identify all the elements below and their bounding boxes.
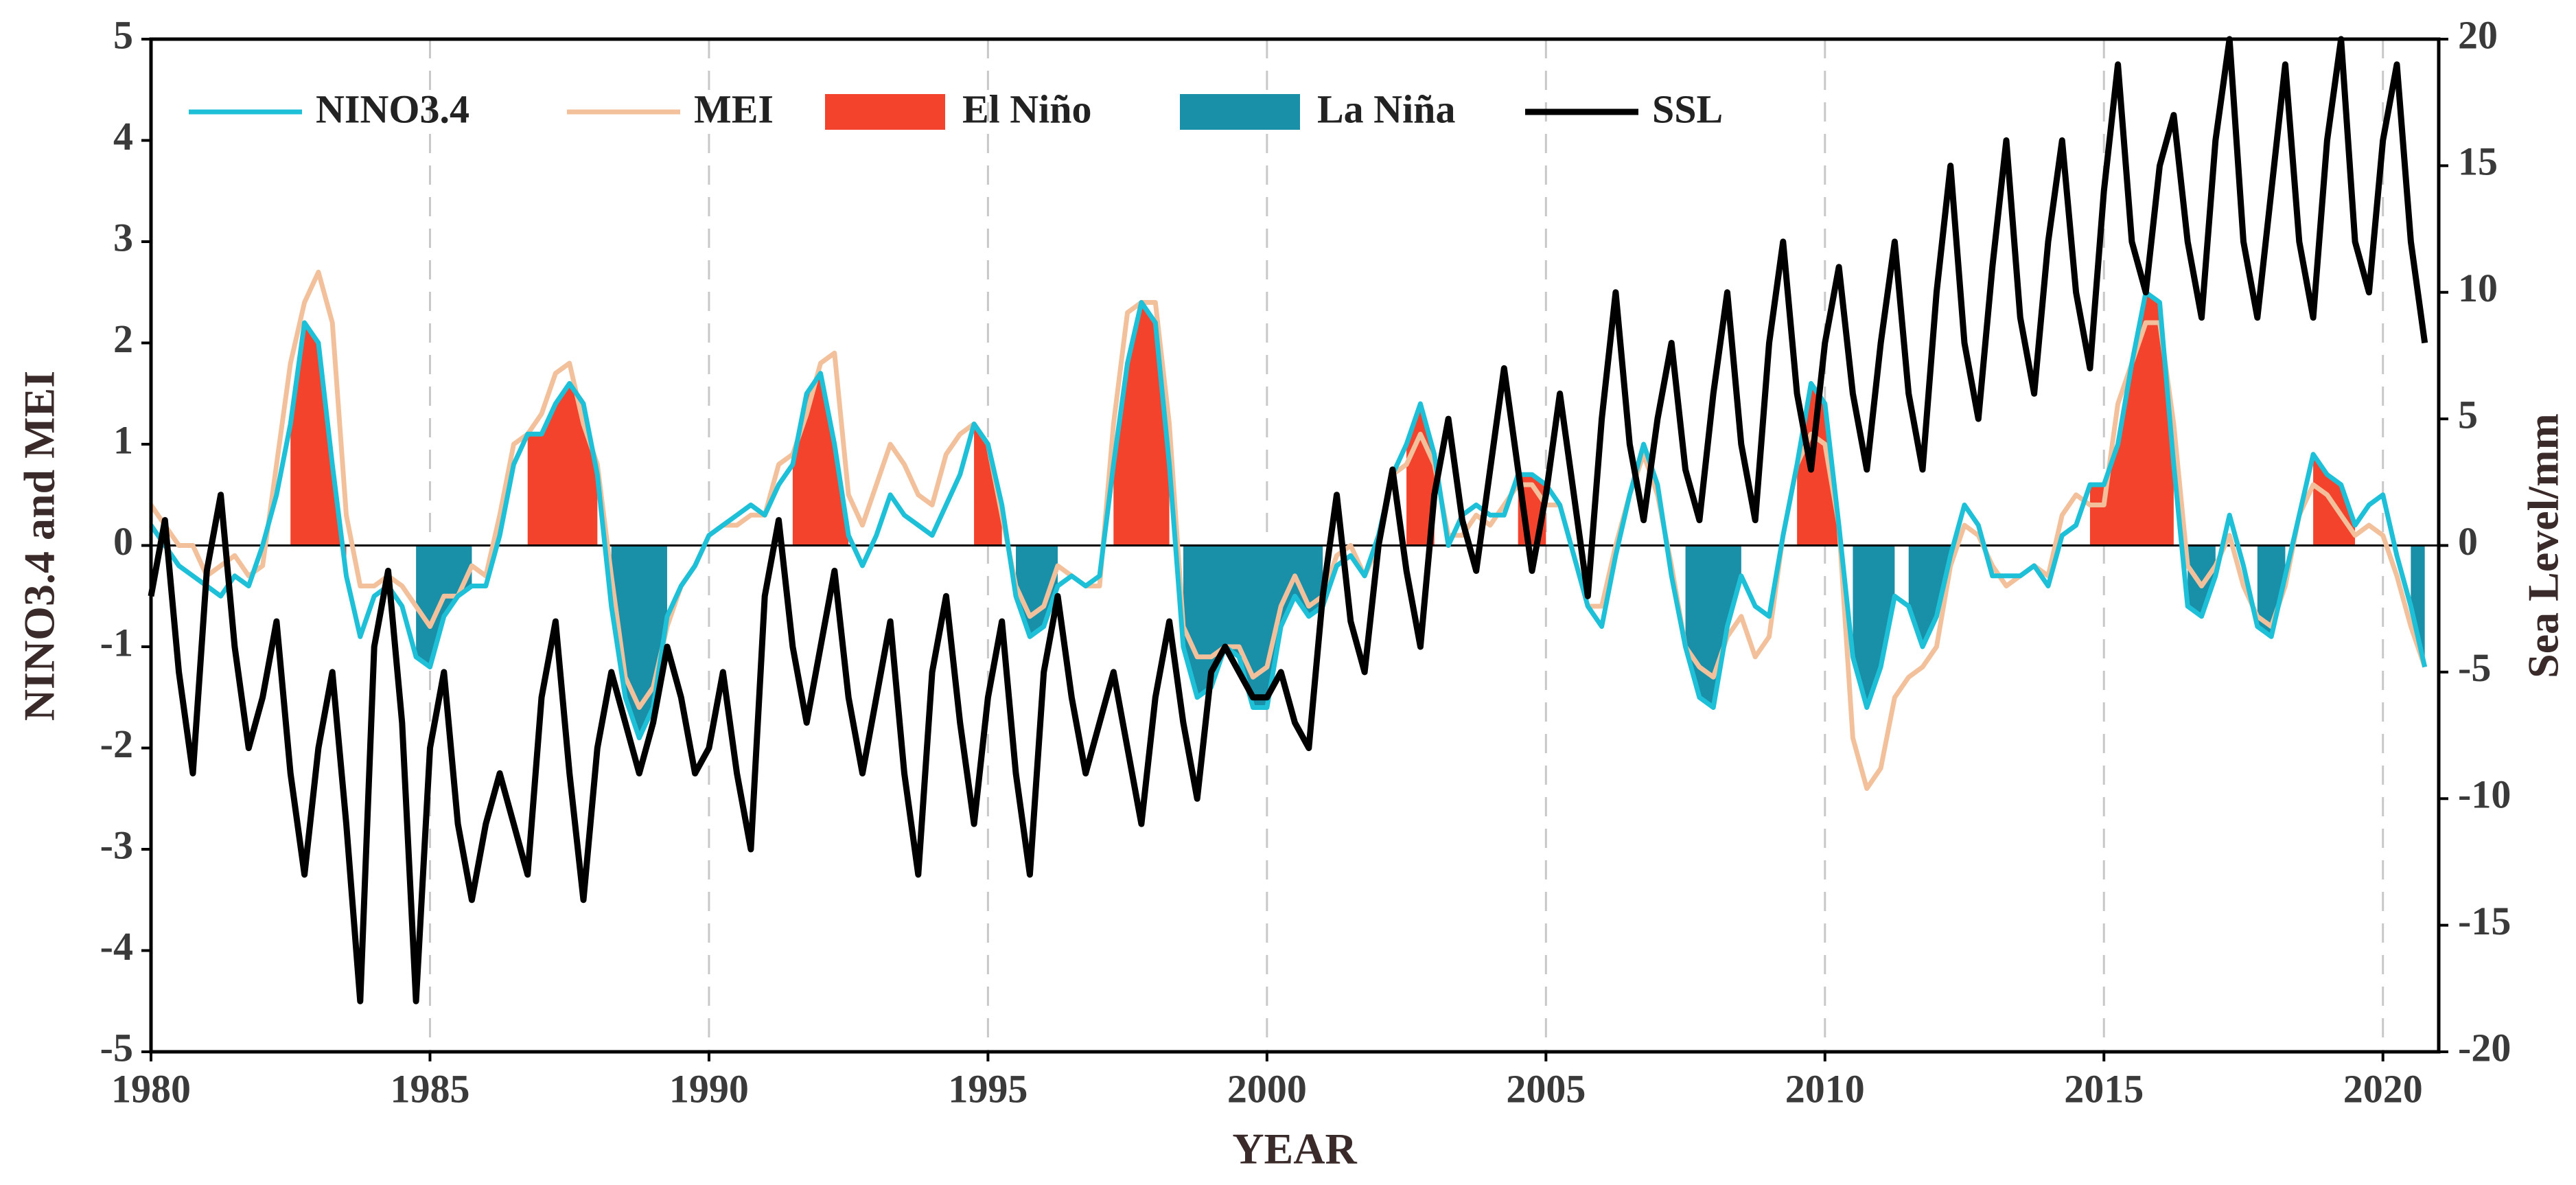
y-tick-label: 5 [113, 12, 133, 57]
y-axis-title: NINO3.4 and MEI [15, 371, 64, 721]
legend-label: MEI [694, 87, 774, 131]
event-area [1183, 545, 1323, 708]
event-area [2257, 545, 2286, 637]
y2-tick-label: -5 [2458, 645, 2491, 690]
x-tick-label: 1995 [948, 1066, 1028, 1111]
y2-tick-label: 10 [2458, 266, 2498, 310]
x-tick-label: 2005 [1506, 1066, 1586, 1111]
y-tick-label: 1 [113, 417, 133, 462]
x-axis-title: YEAR [1232, 1125, 1357, 1173]
plot-frame [149, 37, 2441, 1054]
y-tick-label: -5 [100, 1025, 133, 1070]
event-area [1406, 404, 1435, 546]
series-line [149, 269, 2428, 791]
x-tick-label: 2000 [1227, 1066, 1307, 1111]
x-tick-label: 1980 [111, 1066, 191, 1111]
y-tick-label: -1 [100, 620, 133, 665]
y-tick-label: -4 [100, 924, 133, 969]
y2-tick-label: 0 [2458, 519, 2478, 564]
y-tick-label: 4 [113, 114, 133, 159]
event-area [974, 424, 1002, 546]
event-area [290, 323, 347, 576]
legend-label: NINO3.4 [316, 87, 469, 131]
x-tick-label: 1985 [390, 1066, 469, 1111]
y2-axis-title: Sea Level/mm [2519, 413, 2568, 678]
x-tick-label: 1990 [669, 1066, 749, 1111]
y2-tick-label: -20 [2458, 1025, 2511, 1070]
y2-tick-label: -10 [2458, 772, 2511, 817]
y-tick-label: 0 [113, 519, 133, 564]
x-tick-label: 2015 [2064, 1066, 2144, 1111]
y2-tick-label: -15 [2458, 899, 2511, 943]
legend-swatch [825, 94, 945, 130]
event-area [2188, 545, 2216, 617]
legend-label: SSL [1652, 87, 1723, 131]
event-area [1797, 383, 1840, 546]
series-line [149, 290, 2428, 741]
event-area [2089, 292, 2174, 546]
legend-label: El Niño [962, 87, 1092, 131]
y2-tick-label: 15 [2458, 139, 2498, 184]
y2-tick-label: 20 [2458, 12, 2498, 57]
series-line [148, 36, 2428, 1004]
legend-swatch [1180, 94, 1300, 130]
legend-label: La Niña [1317, 87, 1455, 131]
event-area [2411, 545, 2425, 667]
y-tick-label: 3 [113, 215, 133, 260]
y-tick-label: 2 [113, 317, 133, 361]
event-area [1853, 545, 1895, 708]
x-tick-label: 2010 [1785, 1066, 1865, 1111]
y2-tick-label: 5 [2458, 392, 2478, 437]
y-tick-label: -2 [100, 722, 133, 766]
y-tick-label: -3 [100, 822, 133, 867]
event-area [416, 545, 472, 667]
x-tick-label: 2020 [2343, 1066, 2423, 1111]
event-area [527, 383, 598, 546]
event-area [1908, 545, 1951, 647]
